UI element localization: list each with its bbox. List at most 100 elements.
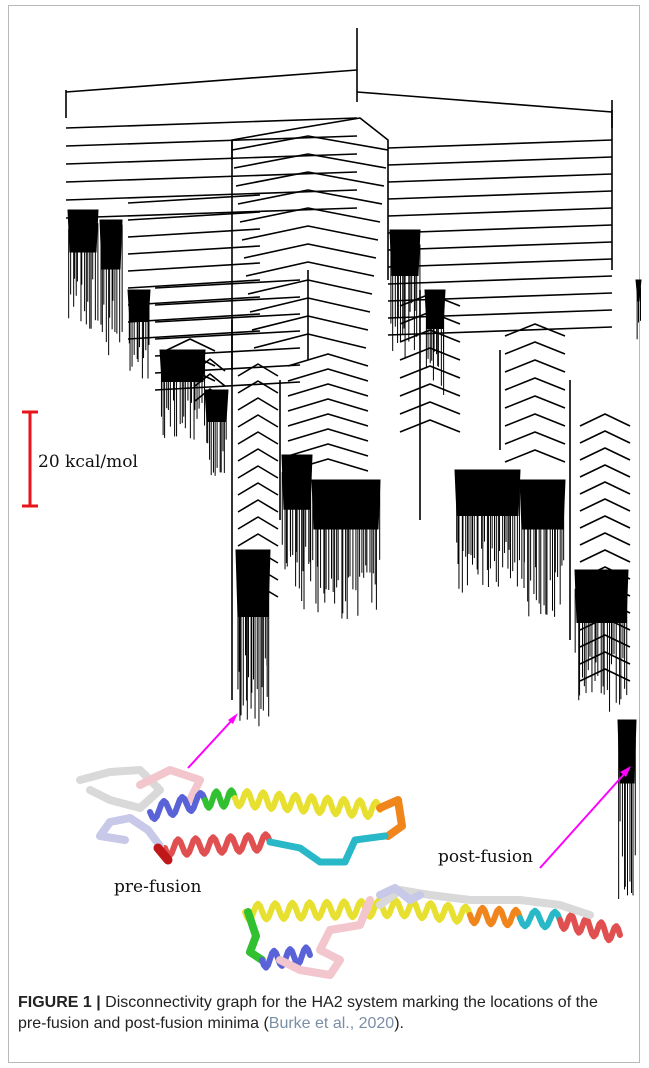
helix-segment	[467, 904, 523, 929]
caption-text: Disconnectivity graph for the HA2 system…	[18, 994, 598, 1032]
graph-branch	[579, 464, 631, 478]
helix-segment	[147, 790, 208, 822]
graph-branch	[504, 341, 566, 355]
post-fusion-label: post-fusion	[438, 847, 533, 867]
graph-branch	[237, 533, 279, 547]
graph-branch	[579, 413, 631, 427]
graph-branch	[579, 549, 631, 563]
graph-branch	[237, 499, 279, 513]
graph-branch	[239, 207, 381, 223]
graph-branch	[287, 413, 369, 427]
post-fusion-structure	[242, 884, 623, 979]
graph-branch	[579, 481, 631, 495]
graph-branch	[504, 323, 566, 337]
helix-segment	[232, 788, 383, 820]
helix-segment	[276, 896, 374, 979]
helix-segment	[242, 897, 403, 923]
graph-branch	[154, 330, 301, 340]
graph-branch	[127, 228, 261, 238]
helix-segment	[376, 884, 424, 904]
figure-caption: FIGURE 1 | Disconnectivity graph for the…	[18, 992, 628, 1034]
graph-branch	[127, 296, 261, 306]
graph-branch	[387, 224, 613, 234]
graph-branch	[387, 326, 613, 336]
graph-minimum-cluster	[617, 719, 637, 784]
graph-branch	[237, 448, 279, 462]
graph-branch	[127, 279, 261, 289]
helix-segment	[244, 908, 266, 964]
graph-minimum-cluster	[235, 549, 271, 617]
helix-segment	[376, 796, 406, 840]
graph-minimum-cluster	[424, 289, 446, 329]
graph-branch	[237, 465, 279, 479]
graph-branch	[237, 431, 279, 445]
graph-minimum-cluster	[67, 209, 99, 253]
scale-bar: 20 kcal/mol	[22, 410, 138, 508]
graph-branch	[287, 368, 369, 382]
graph-branch	[399, 383, 461, 397]
post-fusion-arrow	[539, 766, 631, 869]
helix-segment	[202, 787, 238, 811]
graph-branch	[241, 225, 379, 241]
graph-branch	[399, 419, 461, 433]
graph-branch	[579, 668, 631, 682]
helix-segment	[153, 843, 173, 865]
graph-branch	[127, 313, 261, 323]
graph-branch	[249, 297, 371, 313]
graph-branch	[579, 447, 631, 461]
graph-branch	[154, 381, 301, 391]
helix-segment	[136, 766, 204, 804]
graph-branch	[65, 171, 358, 183]
caption-reference-link[interactable]: Burke et al., 2020	[268, 1015, 395, 1032]
graph-branch	[65, 189, 358, 201]
graph-branch	[287, 428, 369, 442]
graph-branch	[127, 262, 261, 272]
caption-figure-number: FIGURE 1 |	[18, 994, 101, 1011]
graph-branch	[237, 397, 279, 411]
helix-segment	[517, 907, 563, 931]
graph-branch	[579, 498, 631, 512]
helix-segment	[259, 944, 313, 971]
graph-minimum-cluster	[635, 279, 642, 302]
figure-frame	[8, 5, 640, 1063]
graph-branch	[504, 449, 566, 463]
graph-branch	[237, 516, 279, 530]
graph-branch	[387, 275, 613, 285]
graph-branch	[235, 171, 385, 187]
graph-branch	[233, 153, 387, 169]
graph-branch	[127, 194, 261, 204]
helix-segment	[557, 911, 623, 944]
graph-branch	[387, 190, 613, 200]
pre-fusion-label: pre-fusion	[114, 877, 201, 897]
graph-branch	[399, 401, 461, 415]
graph-branch	[579, 515, 631, 529]
graph-branch	[579, 532, 631, 546]
graph-branch	[387, 173, 613, 183]
graph-minimum-cluster	[454, 469, 521, 516]
pre-fusion-structure	[76, 766, 406, 866]
graph-branch	[127, 211, 261, 221]
graph-minimum-cluster	[389, 229, 421, 276]
graph-branch	[154, 313, 301, 323]
graph-branch	[154, 279, 301, 289]
graph-minimum-cluster	[99, 219, 123, 270]
helix-segment	[397, 898, 473, 925]
helix-segment	[162, 831, 273, 859]
graph-branch	[65, 153, 358, 165]
graph-branch	[399, 365, 461, 379]
graph-branch	[287, 443, 369, 457]
graph-branch	[504, 431, 566, 445]
graph-minimum-cluster	[281, 454, 313, 510]
graph-minimum-cluster	[159, 349, 206, 382]
graph-branch	[154, 296, 301, 306]
pre-fusion-arrow	[187, 713, 238, 769]
graph-branch	[253, 333, 367, 349]
graph-minimum-cluster	[127, 289, 151, 322]
graph-branch	[504, 395, 566, 409]
disconnectivity-graph: 20 kcal/mol pre-fusion post-fusion	[22, 28, 642, 979]
graph-minimum-cluster	[519, 479, 566, 530]
graph-branch	[287, 383, 369, 397]
graph-branch	[287, 398, 369, 412]
graph-branch	[237, 363, 279, 377]
graph-minimum-cluster	[204, 389, 229, 422]
